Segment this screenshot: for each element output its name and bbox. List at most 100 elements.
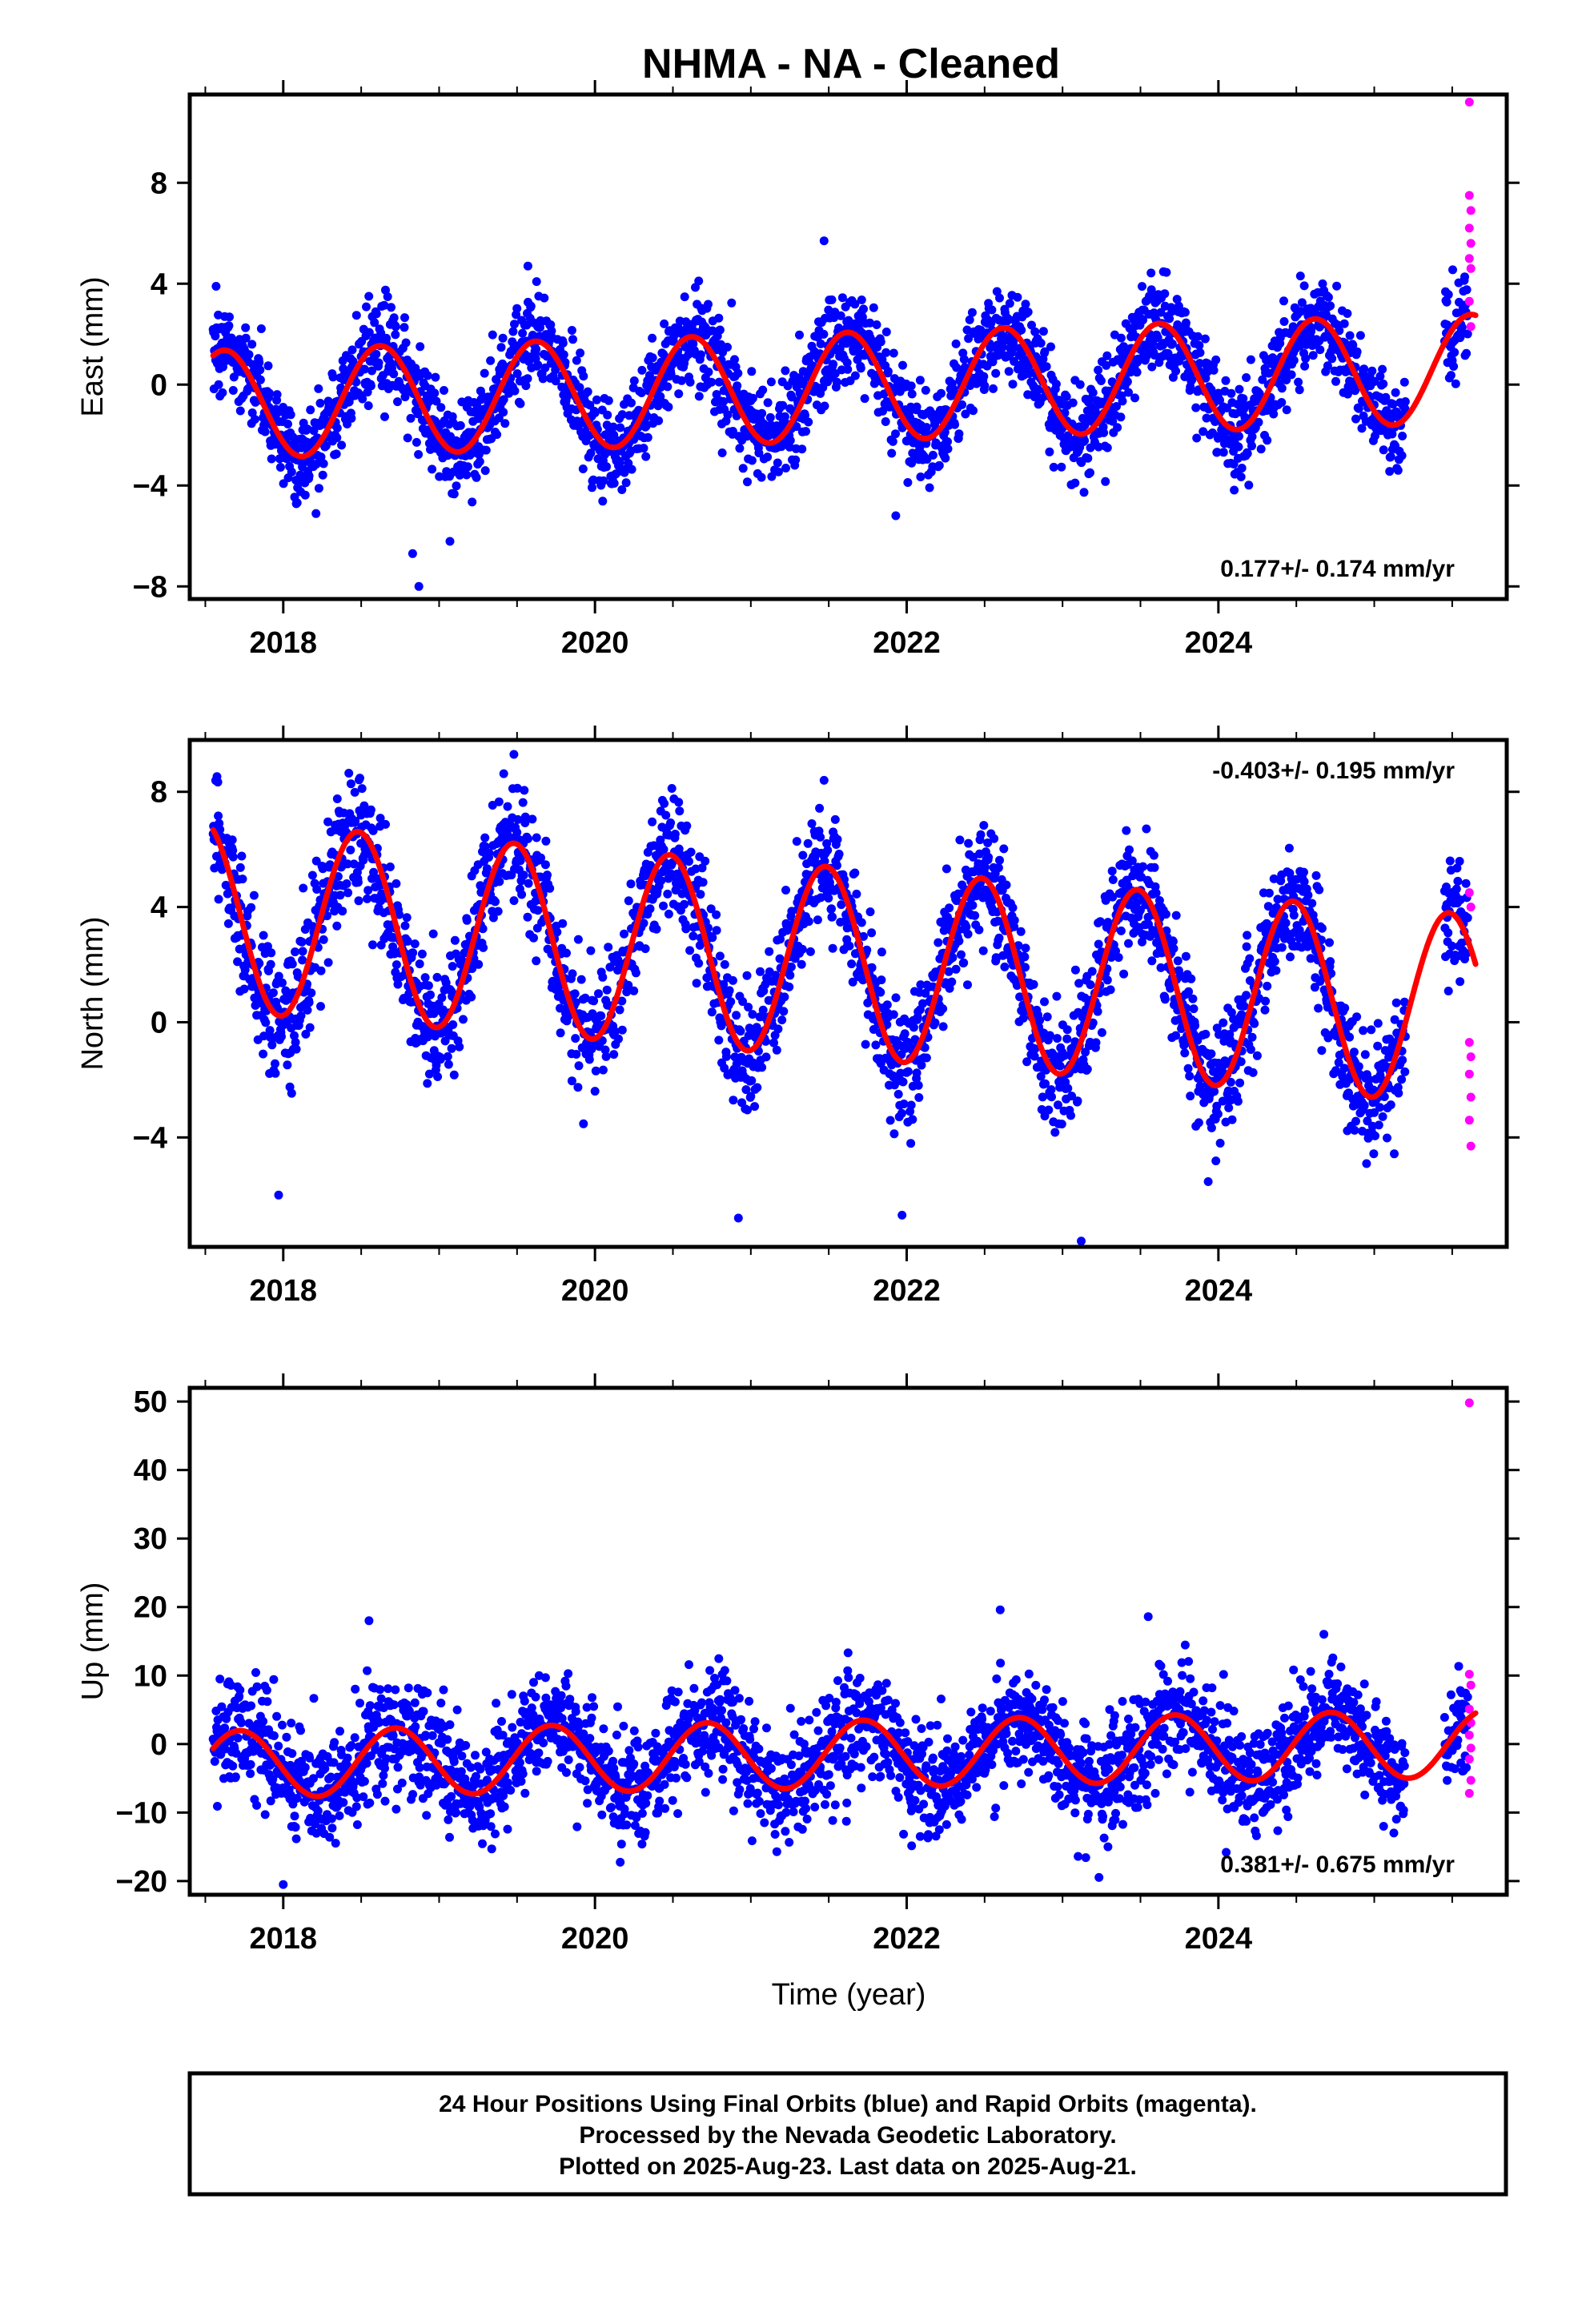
data-point	[1088, 388, 1098, 397]
data-point	[682, 821, 692, 830]
data-point	[1034, 384, 1042, 394]
data-point	[298, 955, 307, 965]
data-point	[249, 891, 259, 900]
data-point	[459, 1015, 468, 1024]
data-point	[984, 853, 994, 862]
data-point	[318, 470, 327, 480]
data-point	[267, 948, 276, 958]
data-point	[797, 959, 806, 969]
data-point	[311, 856, 321, 866]
data-point	[974, 925, 984, 935]
data-point	[391, 879, 401, 888]
data-point	[1277, 384, 1287, 393]
data-point	[426, 990, 435, 999]
data-point	[629, 376, 639, 385]
data-point	[1013, 292, 1022, 302]
data-point	[916, 472, 926, 481]
data-point	[265, 388, 275, 398]
data-point	[743, 477, 752, 487]
data-point	[797, 444, 807, 454]
data-point	[735, 444, 745, 453]
data-point	[1093, 1007, 1102, 1016]
data-point	[726, 997, 736, 1007]
data-point	[872, 320, 881, 329]
data-point	[380, 412, 389, 421]
data-point	[1151, 888, 1161, 898]
data-point	[1246, 355, 1255, 364]
data-point	[238, 875, 247, 884]
data-point	[583, 387, 592, 396]
data-point	[532, 277, 541, 287]
data-point	[518, 328, 528, 338]
data-point	[346, 779, 355, 789]
y-tick-label: −8	[133, 570, 167, 604]
data-point	[1138, 316, 1148, 325]
data-point	[260, 427, 270, 436]
data-point	[300, 490, 310, 500]
data-point	[856, 364, 865, 373]
data-point	[1318, 279, 1327, 288]
data-point	[780, 412, 789, 421]
data-point	[1162, 267, 1171, 277]
data-point	[228, 386, 238, 395]
data-point	[1382, 406, 1391, 416]
data-point	[1295, 271, 1305, 281]
data-point	[480, 842, 490, 851]
data-point	[1055, 1061, 1065, 1071]
data-point	[1397, 451, 1407, 460]
data-point	[333, 872, 343, 881]
data-point	[274, 971, 283, 981]
data-point	[568, 969, 577, 979]
data-point	[627, 464, 636, 474]
data-point	[909, 1023, 918, 1032]
data-point	[363, 401, 373, 411]
data-point	[1370, 376, 1379, 386]
data-point	[211, 282, 221, 291]
data-point	[876, 337, 885, 347]
data-point	[829, 360, 838, 369]
data-point	[661, 810, 671, 820]
data-point	[877, 947, 886, 957]
data-point	[1287, 370, 1296, 380]
data-point	[351, 311, 361, 320]
data-point	[267, 454, 276, 464]
data-point	[338, 907, 347, 916]
data-point	[780, 992, 789, 1002]
data-point	[1142, 824, 1151, 834]
data-point	[921, 423, 931, 432]
data-point	[674, 798, 684, 807]
data-point	[803, 838, 813, 848]
data-point	[520, 786, 529, 795]
data-point	[689, 339, 698, 348]
data-point	[528, 814, 537, 824]
data-point	[420, 973, 430, 983]
data-point	[1138, 282, 1146, 292]
outlier-point	[819, 236, 829, 246]
data-point	[963, 929, 973, 939]
data-point	[778, 400, 788, 410]
data-point	[350, 787, 359, 797]
data-point	[1315, 345, 1325, 355]
data-point	[1156, 308, 1166, 317]
data-point	[680, 292, 689, 302]
data-point	[1116, 333, 1126, 343]
y-axis-label: East (mm)	[76, 276, 110, 416]
data-point	[1463, 329, 1472, 339]
data-point	[876, 987, 885, 997]
data-point	[1288, 322, 1298, 332]
data-point	[391, 960, 401, 970]
data-point	[363, 886, 373, 895]
rapid-point	[1466, 322, 1476, 332]
data-point	[1102, 975, 1112, 985]
data-point	[523, 374, 532, 384]
data-point	[323, 911, 331, 921]
data-point	[413, 409, 423, 419]
data-point	[832, 377, 841, 387]
data-point	[1112, 402, 1121, 411]
data-point	[834, 850, 844, 858]
data-point	[332, 921, 342, 931]
data-point	[462, 915, 472, 925]
data-point	[921, 1053, 931, 1063]
data-point	[1116, 926, 1126, 935]
data-point	[1042, 362, 1051, 372]
